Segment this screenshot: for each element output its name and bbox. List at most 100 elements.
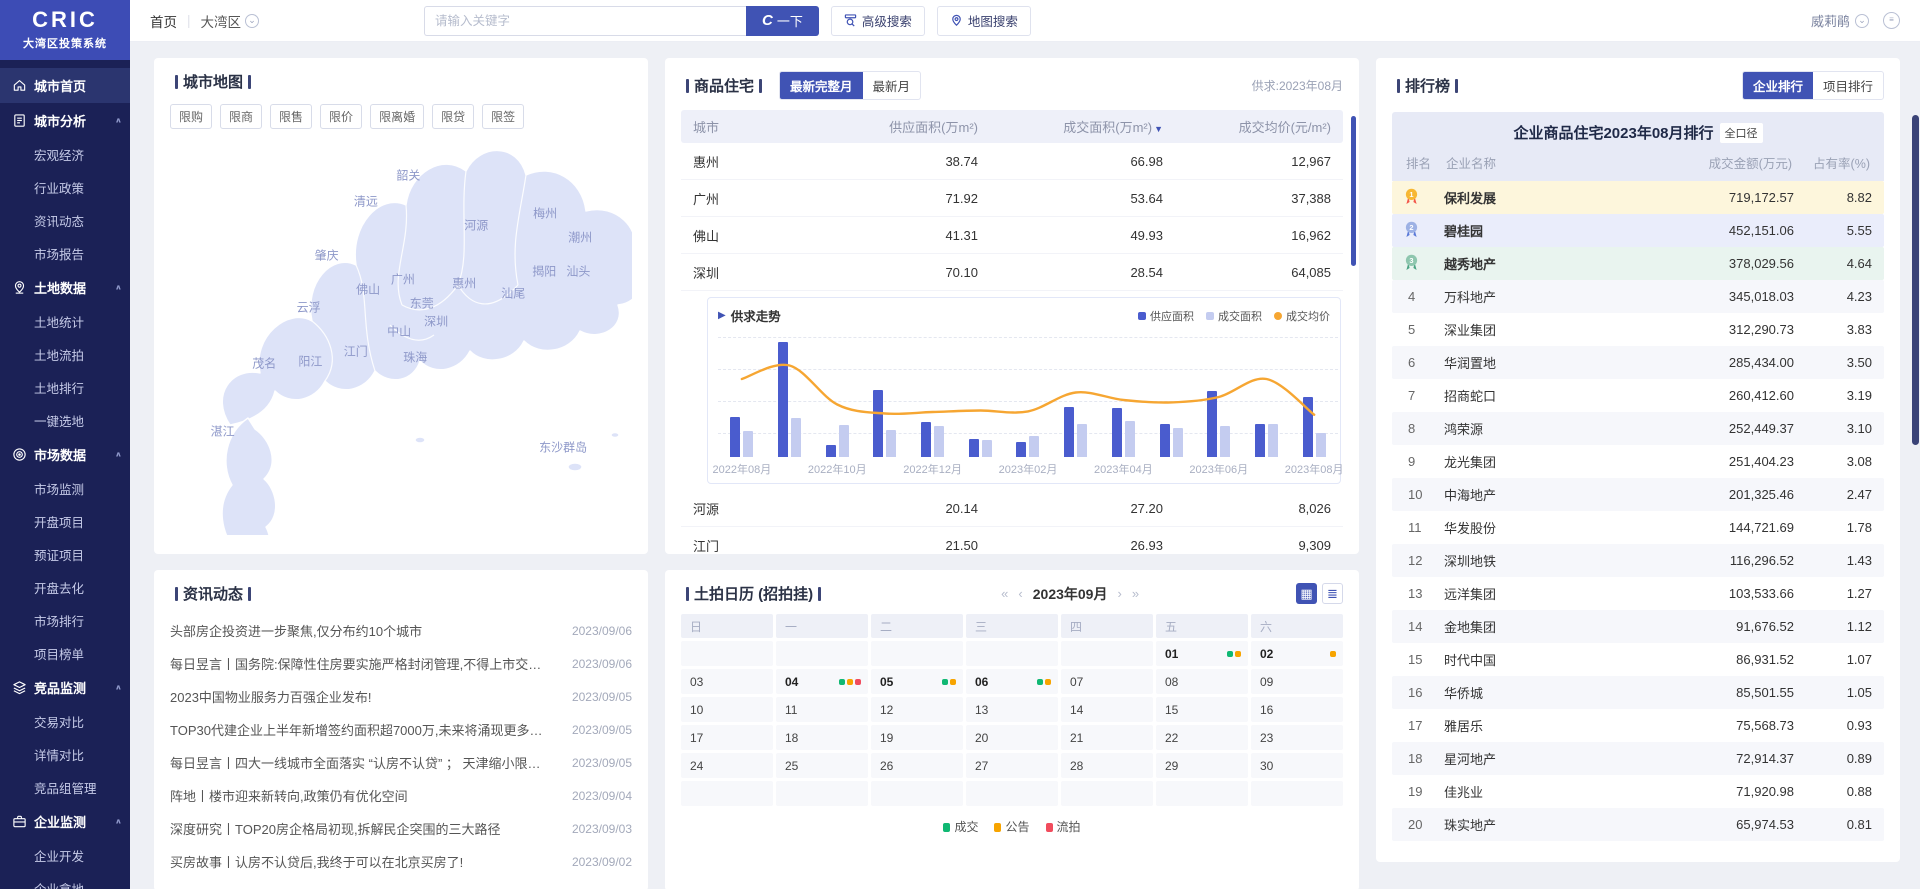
ranking-row-星河地产[interactable]: 18 星河地产 72,914.37 0.89 bbox=[1392, 742, 1884, 775]
housing-row-广州[interactable]: 广州 71.92 53.64 37,388 bbox=[681, 180, 1343, 217]
sidebar-item-竞品监测[interactable]: 竞品监测 ∧ bbox=[0, 670, 130, 705]
map-city-label-汕尾[interactable]: 汕尾 bbox=[501, 286, 526, 301]
next-year-button[interactable]: » bbox=[1131, 586, 1140, 601]
map-city-label-佛山[interactable]: 佛山 bbox=[356, 282, 381, 297]
ranking-row-鸿荣源[interactable]: 8 鸿荣源 252,449.37 3.10 bbox=[1392, 412, 1884, 445]
news-item[interactable]: 每日昱言丨四大一线城市全面落实 “认房不认贷” ； 天津缩小限购范围 2023/0… bbox=[170, 746, 632, 779]
map-city-label-云浮[interactable]: 云浮 bbox=[296, 300, 321, 315]
calendar-cell-17[interactable]: 17 bbox=[681, 725, 773, 750]
housing-scrollbar[interactable] bbox=[1351, 116, 1356, 266]
sidebar-subitem-开盘项目[interactable]: 开盘项目 bbox=[34, 516, 85, 530]
sidebar-subitem-开盘去化[interactable]: 开盘去化 bbox=[34, 582, 85, 596]
ranking-row-金地集团[interactable]: 14 金地集团 91,676.52 1.12 bbox=[1392, 610, 1884, 643]
prev-month-button[interactable]: ‹ bbox=[1018, 586, 1023, 601]
page-scrollbar[interactable] bbox=[1912, 115, 1919, 445]
news-item[interactable]: 买房故事丨认房不认贷后,我终于可以在北京买房了! 2023/09/02 bbox=[170, 845, 632, 878]
map-city-label-河源[interactable]: 河源 bbox=[464, 218, 489, 233]
calendar-cell-07[interactable]: 07 bbox=[1061, 669, 1153, 694]
sidebar-subitem-企业拿地[interactable]: 企业拿地 bbox=[0, 872, 130, 889]
news-item[interactable]: 每日昱言丨国务院:保障性住房要实施严格封闭管理,不得上市交易； 南京土地出...… bbox=[170, 647, 632, 680]
policy-tag-限离婚[interactable]: 限离婚 bbox=[370, 104, 425, 129]
tab-project-ranking[interactable]: 项目排行 bbox=[1822, 80, 1873, 94]
map-city-label-珠海[interactable]: 珠海 bbox=[403, 350, 428, 365]
map-search-button[interactable]: 地图搜索 bbox=[936, 5, 1031, 36]
map-city-label-深圳[interactable]: 深圳 bbox=[424, 314, 449, 329]
sidebar-subitem-行业政策[interactable]: 行业政策 bbox=[34, 182, 85, 196]
calendar-cell-26[interactable]: 26 bbox=[871, 753, 963, 778]
ranking-row-碧桂园[interactable]: 2 碧桂园 452,151.06 5.55 bbox=[1392, 214, 1884, 247]
calendar-cell-08[interactable]: 08 bbox=[1156, 669, 1248, 694]
ranking-row-越秀地产[interactable]: 3 越秀地产 378,029.56 4.64 bbox=[1392, 247, 1884, 280]
news-item[interactable]: 深度研究丨TOP20房企格局初现,拆解民企突围的三大路径 2023/09/03 bbox=[170, 812, 632, 845]
ranking-row-深圳地铁[interactable]: 12 深圳地铁 116,296.52 1.43 bbox=[1392, 544, 1884, 577]
calendar-cell-01[interactable]: 01 bbox=[1156, 641, 1248, 666]
tab-enterprise-ranking[interactable]: 企业排行 bbox=[1742, 72, 1813, 99]
sidebar-subitem-市场报告[interactable]: 市场报告 bbox=[34, 248, 85, 262]
calendar-cell-21[interactable]: 21 bbox=[1061, 725, 1153, 750]
tab-latest-full-month[interactable]: 最新完整月 bbox=[780, 72, 863, 99]
calendar-cell-06[interactable]: 06 bbox=[966, 669, 1058, 694]
map-city-label-汕头[interactable]: 汕头 bbox=[566, 264, 591, 279]
calendar-cell-30[interactable]: 30 bbox=[1251, 753, 1343, 778]
grid-view-icon[interactable]: ▦ bbox=[1296, 583, 1317, 604]
advanced-search-button[interactable]: 高级搜索 bbox=[830, 5, 925, 36]
news-item[interactable]: 2023中国物业服务力百强企业发布! 2023/09/05 bbox=[170, 680, 632, 713]
calendar-cell-19[interactable]: 19 bbox=[871, 725, 963, 750]
calendar-cell-18[interactable]: 18 bbox=[776, 725, 868, 750]
map-city-label-中山[interactable]: 中山 bbox=[387, 324, 412, 339]
breadcrumb-home[interactable]: 首页 bbox=[150, 14, 177, 30]
sidebar-subitem-土地统计[interactable]: 土地统计 bbox=[34, 316, 85, 330]
map-city-label-东沙群岛[interactable]: 东沙群岛 bbox=[539, 440, 588, 455]
ranking-row-雅居乐[interactable]: 17 雅居乐 75,568.73 0.93 bbox=[1392, 709, 1884, 742]
sidebar-subitem-宏观经济[interactable]: 宏观经济 bbox=[34, 149, 85, 163]
calendar-cell-20[interactable]: 20 bbox=[966, 725, 1058, 750]
ranking-row-中海地产[interactable]: 10 中海地产 201,325.46 2.47 bbox=[1392, 478, 1884, 511]
region-selector[interactable]: 大湾区 ⌄ bbox=[201, 11, 260, 31]
guangdong-map[interactable]: 韶关 清远 河源 梅州 潮州 肇庆 广州 佛山 惠州 揭阳 汕头 汕尾 云浮 东莞 深圳 中山 江门 珠海 茂名 阳江… bbox=[170, 135, 632, 535]
map-city-label-潮州[interactable]: 潮州 bbox=[568, 230, 593, 245]
policy-tag-限签[interactable]: 限签 bbox=[482, 104, 525, 129]
tab-latest-month[interactable]: 最新月 bbox=[872, 80, 911, 94]
ranking-row-佳兆业[interactable]: 19 佳兆业 71,920.98 0.88 bbox=[1392, 775, 1884, 808]
ranking-row-万科地产[interactable]: 4 万科地产 345,018.03 4.23 bbox=[1392, 280, 1884, 313]
calendar-cell-11[interactable]: 11 bbox=[776, 697, 868, 722]
sidebar-item-市场数据[interactable]: 市场数据 ∧ bbox=[0, 437, 130, 472]
calendar-cell-02[interactable]: 02 bbox=[1251, 641, 1343, 666]
sidebar-subitem-土地流拍[interactable]: 土地流拍 bbox=[34, 349, 85, 363]
ranking-row-深业集团[interactable]: 5 深业集团 312,290.73 3.83 bbox=[1392, 313, 1884, 346]
ranking-row-招商蛇口[interactable]: 7 招商蛇口 260,412.60 3.19 bbox=[1392, 379, 1884, 412]
calendar-cell-15[interactable]: 15 bbox=[1156, 697, 1248, 722]
map-city-label-惠州[interactable]: 惠州 bbox=[452, 276, 477, 291]
map-city-label-梅州[interactable]: 梅州 bbox=[533, 206, 558, 221]
search-button[interactable]: C 一下 bbox=[746, 5, 819, 36]
calendar-cell-10[interactable]: 10 bbox=[681, 697, 773, 722]
housing-col-1[interactable]: 供应面积(万m²) bbox=[813, 117, 978, 136]
sidebar-item-城市首页[interactable]: 城市首页 bbox=[0, 68, 130, 103]
sidebar-subitem-竞品组管理[interactable]: 竞品组管理 bbox=[34, 782, 97, 796]
ranking-row-远洋集团[interactable]: 13 远洋集团 103,533.66 1.27 bbox=[1392, 577, 1884, 610]
calendar-cell-28[interactable]: 28 bbox=[1061, 753, 1153, 778]
user-menu[interactable]: 威莉鹃 ⌄ bbox=[1811, 11, 1869, 30]
calendar-cell-13[interactable]: 13 bbox=[966, 697, 1058, 722]
policy-tag-限购[interactable]: 限购 bbox=[170, 104, 213, 129]
ranking-row-华发股份[interactable]: 11 华发股份 144,721.69 1.78 bbox=[1392, 511, 1884, 544]
ranking-row-龙光集团[interactable]: 9 龙光集团 251,404.23 3.08 bbox=[1392, 445, 1884, 478]
sidebar-item-土地数据[interactable]: 土地数据 ∧ bbox=[0, 270, 130, 305]
ranking-row-华润置地[interactable]: 6 华润置地 285,434.00 3.50 bbox=[1392, 346, 1884, 379]
ranking-row-时代中国[interactable]: 15 时代中国 86,931.52 1.07 bbox=[1392, 643, 1884, 676]
sidebar-subitem-土地排行[interactable]: 土地排行 bbox=[34, 382, 85, 396]
sidebar-subitem-项目榜单[interactable]: 项目榜单 bbox=[34, 648, 85, 662]
calendar-cell-27[interactable]: 27 bbox=[966, 753, 1058, 778]
housing-row-河源[interactable]: 河源 20.14 27.20 8,026 bbox=[681, 490, 1343, 527]
sidebar-subitem-预证项目[interactable]: 预证项目 bbox=[34, 549, 85, 563]
calendar-cell-05[interactable]: 05 bbox=[871, 669, 963, 694]
map-city-label-阳江[interactable]: 阳江 bbox=[298, 354, 323, 369]
housing-col-3[interactable]: 成交均价(元/m²) bbox=[1163, 117, 1331, 136]
map-city-label-湛江[interactable]: 湛江 bbox=[210, 424, 235, 439]
housing-row-佛山[interactable]: 佛山 41.31 49.93 16,962 bbox=[681, 217, 1343, 254]
calendar-cell-25[interactable]: 25 bbox=[776, 753, 868, 778]
news-item[interactable]: 头部房企投资进一步聚焦,仅分布约10个城市 2023/09/06 bbox=[170, 614, 632, 647]
map-city-label-揭阳[interactable]: 揭阳 bbox=[532, 264, 557, 279]
calendar-cell-24[interactable]: 24 bbox=[681, 753, 773, 778]
sidebar-subitem-一键选地[interactable]: 一键选地 bbox=[34, 415, 85, 429]
